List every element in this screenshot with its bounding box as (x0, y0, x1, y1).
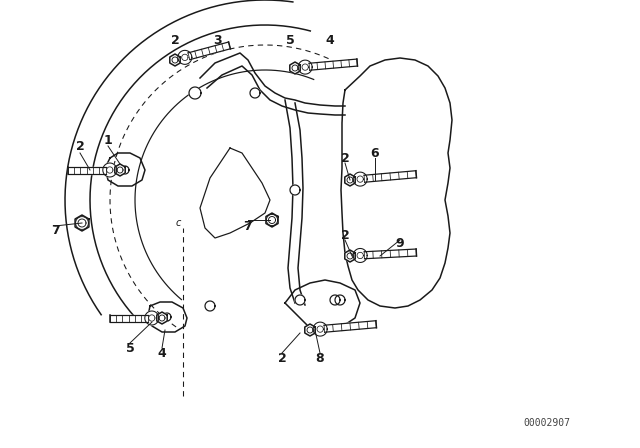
Polygon shape (189, 87, 201, 99)
Polygon shape (68, 167, 106, 173)
Polygon shape (345, 174, 355, 186)
Polygon shape (313, 322, 327, 336)
Polygon shape (345, 250, 355, 262)
Polygon shape (115, 164, 125, 176)
Polygon shape (335, 295, 345, 305)
Text: 3: 3 (214, 34, 222, 47)
Polygon shape (75, 215, 89, 231)
Polygon shape (266, 213, 278, 227)
Text: 8: 8 (316, 352, 324, 365)
Text: c: c (175, 218, 180, 228)
Polygon shape (188, 42, 230, 60)
Text: 4: 4 (326, 34, 334, 47)
Text: 5: 5 (125, 341, 134, 354)
Polygon shape (324, 321, 376, 332)
Text: 9: 9 (396, 237, 404, 250)
Polygon shape (295, 295, 305, 305)
Text: 7: 7 (51, 224, 60, 237)
Text: 2: 2 (76, 139, 84, 152)
Text: 2: 2 (340, 151, 349, 164)
Polygon shape (109, 314, 148, 322)
Polygon shape (353, 172, 367, 186)
Polygon shape (290, 185, 300, 195)
Text: 2: 2 (340, 228, 349, 241)
Polygon shape (290, 62, 300, 74)
Text: 2: 2 (278, 352, 286, 365)
Polygon shape (170, 54, 180, 66)
Text: 1: 1 (104, 134, 113, 146)
Polygon shape (157, 312, 167, 324)
Text: 4: 4 (157, 346, 166, 359)
Polygon shape (103, 163, 116, 177)
Polygon shape (145, 311, 159, 325)
Polygon shape (298, 60, 312, 74)
Polygon shape (364, 249, 417, 259)
Polygon shape (305, 324, 315, 336)
Text: 2: 2 (171, 34, 179, 47)
Text: 6: 6 (371, 146, 380, 159)
Polygon shape (330, 295, 340, 305)
Polygon shape (205, 301, 215, 311)
Polygon shape (353, 249, 367, 263)
Text: 00002907: 00002907 (524, 418, 571, 428)
Polygon shape (364, 171, 417, 182)
Polygon shape (309, 59, 358, 70)
Text: 5: 5 (285, 34, 294, 47)
Polygon shape (178, 50, 192, 65)
Text: 7: 7 (244, 220, 252, 233)
Polygon shape (250, 88, 260, 98)
